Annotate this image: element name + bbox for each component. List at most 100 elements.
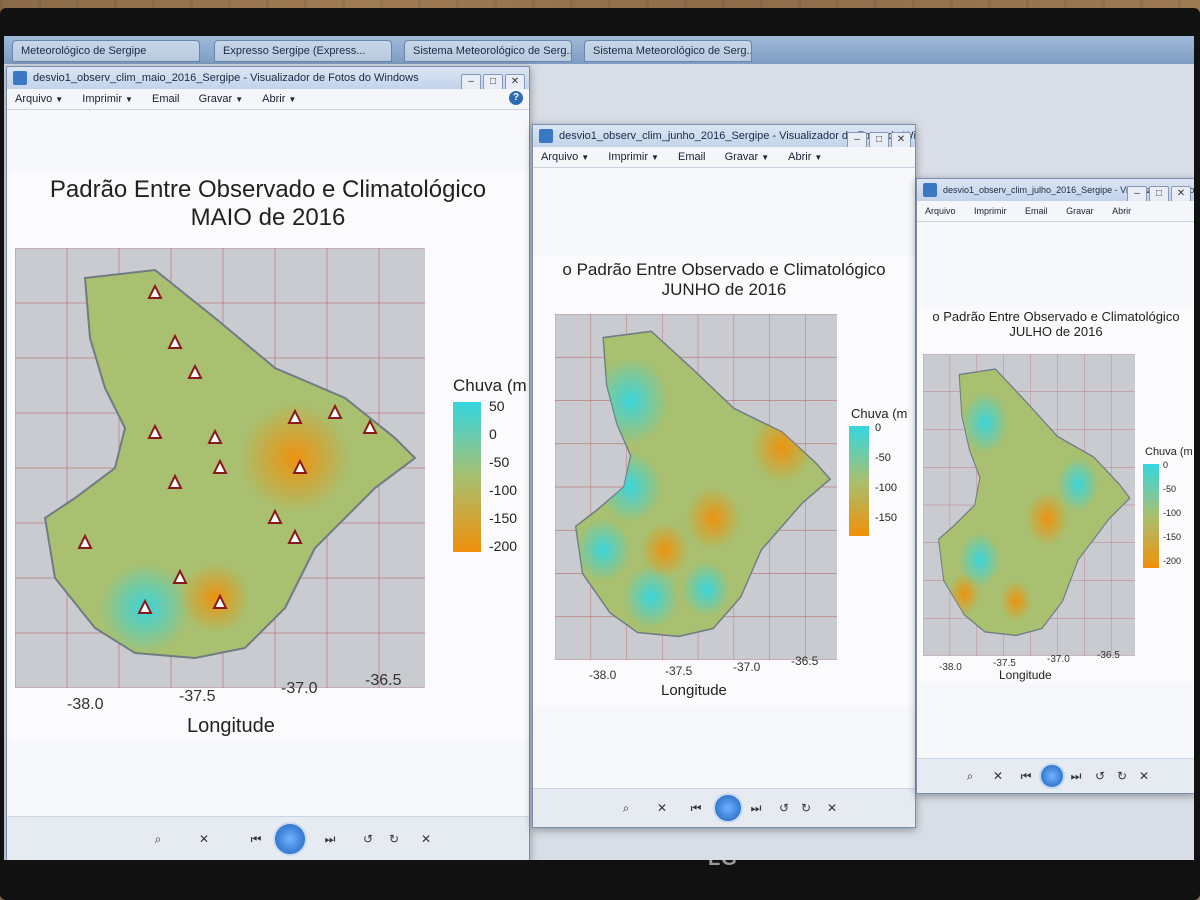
fit-icon[interactable]: ✕ bbox=[656, 801, 668, 815]
x-tick-label: -37.0 bbox=[733, 660, 761, 674]
rainfall-anomaly-map bbox=[15, 248, 425, 688]
browser-tab-label: Meteorológico de Sergipe bbox=[21, 45, 147, 57]
rotate-right-icon[interactable]: ↻ bbox=[388, 832, 400, 846]
wet-anomaly-area bbox=[575, 518, 631, 582]
station-marker-icon bbox=[287, 408, 303, 424]
slideshow-icon[interactable] bbox=[273, 822, 307, 856]
delete-icon[interactable]: ✕ bbox=[420, 832, 432, 846]
menu-gravar[interactable]: Gravar ▼ bbox=[724, 151, 770, 163]
station-marker-icon bbox=[207, 428, 223, 444]
menu-email[interactable]: Email bbox=[677, 151, 706, 163]
window-title: desvio1_observ_clim_maio_2016_Sergipe - … bbox=[33, 72, 419, 84]
delete-icon[interactable]: ✕ bbox=[826, 801, 838, 815]
window-titlebar[interactable]: desvio1_observ_clim_julho_2016_Sergipe -… bbox=[917, 179, 1194, 201]
menu-gravar[interactable]: Gravar ▼ bbox=[198, 93, 244, 105]
close-button[interactable]: ✕ bbox=[1171, 186, 1191, 201]
rainfall-anomaly-map bbox=[923, 354, 1135, 656]
browser-tab[interactable]: Meteorológico de Sergipe bbox=[12, 40, 200, 62]
photo-viewer-window-junho: desvio1_observ_clim_junho_2016_Sergipe -… bbox=[532, 124, 916, 828]
close-button[interactable]: ✕ bbox=[505, 74, 525, 89]
viewer-toolbar: ⌕ ✕ ⏮ ⏭ ↺ ↻ ✕ bbox=[533, 788, 915, 827]
browser-tab-label: Sistema Meteorológico de Serg... bbox=[593, 45, 752, 57]
previous-icon[interactable]: ⏮ bbox=[690, 801, 702, 815]
minimize-button[interactable]: – bbox=[461, 74, 481, 89]
image-viewport: Padrão Entre Observado e Climatológico M… bbox=[7, 110, 529, 817]
menu-arquivo[interactable]: Arquivo ▼ bbox=[541, 151, 590, 163]
menu-email[interactable]: Email bbox=[1025, 206, 1048, 216]
menu-abrir[interactable]: Abrir ▼ bbox=[788, 151, 823, 163]
legend-tick: -150 bbox=[489, 510, 518, 526]
next-icon[interactable]: ⏭ bbox=[1070, 769, 1082, 783]
x-tick-label: -37.0 bbox=[281, 680, 318, 697]
x-tick-label: -37.5 bbox=[993, 658, 1016, 669]
legend-tick: 0 bbox=[1163, 460, 1169, 470]
browser-tab[interactable]: Expresso Sergipe (Express... bbox=[214, 40, 392, 62]
menu-abrir[interactable]: Abrir bbox=[1112, 206, 1132, 216]
station-marker-icon bbox=[212, 458, 228, 474]
station-marker-icon bbox=[77, 533, 93, 549]
close-button[interactable]: ✕ bbox=[891, 132, 911, 147]
minimize-button[interactable]: – bbox=[847, 132, 867, 147]
fit-icon[interactable]: ✕ bbox=[198, 832, 210, 846]
x-tick-label: -38.0 bbox=[67, 696, 104, 713]
next-icon[interactable]: ⏭ bbox=[324, 832, 336, 846]
legend-tick: -150 bbox=[1163, 532, 1182, 542]
browser-tab[interactable]: Sistema Meteorológico de Serg... bbox=[584, 40, 752, 62]
previous-icon[interactable]: ⏮ bbox=[1020, 769, 1032, 783]
legend-tick: -150 bbox=[875, 512, 898, 524]
browser-tab[interactable]: Sistema Meteorológico de Serg... bbox=[404, 40, 572, 62]
window-titlebar[interactable]: desvio1_observ_clim_maio_2016_Sergipe - … bbox=[7, 67, 529, 89]
rotate-left-icon[interactable]: ↺ bbox=[778, 801, 790, 815]
monitor-screen: Meteorológico de Sergipe Expresso Sergip… bbox=[4, 36, 1194, 860]
maximize-button[interactable]: □ bbox=[483, 74, 503, 89]
photo-viewer-window-julho: desvio1_observ_clim_julho_2016_Sergipe -… bbox=[916, 178, 1194, 794]
legend-color-bar bbox=[849, 426, 869, 536]
menu-imprimir[interactable]: Imprimir ▼ bbox=[608, 151, 659, 163]
dry-anomaly-area bbox=[640, 522, 690, 578]
station-marker-icon bbox=[267, 508, 283, 524]
zoom-icon[interactable]: ⌕ bbox=[966, 769, 974, 783]
rotate-right-icon[interactable]: ↻ bbox=[800, 801, 812, 815]
map-plot: o Padrão Entre Observado e Climatológico… bbox=[533, 256, 915, 706]
maximize-button[interactable]: □ bbox=[1149, 186, 1169, 201]
help-icon[interactable]: ? bbox=[509, 91, 523, 105]
station-marker-icon bbox=[287, 528, 303, 544]
slideshow-icon[interactable] bbox=[1039, 763, 1065, 789]
menu-abrir[interactable]: Abrir ▼ bbox=[262, 93, 297, 105]
browser-tab-label: Expresso Sergipe (Express... bbox=[223, 45, 366, 57]
state-outline bbox=[43, 268, 417, 660]
photo-viewer-window-maio: desvio1_observ_clim_maio_2016_Sergipe - … bbox=[6, 66, 530, 860]
zoom-icon[interactable]: ⌕ bbox=[622, 801, 630, 815]
rotate-right-icon[interactable]: ↻ bbox=[1116, 769, 1128, 783]
rotate-left-icon[interactable]: ↺ bbox=[362, 832, 374, 846]
x-tick-label: -38.0 bbox=[589, 668, 617, 682]
menu-arquivo[interactable]: Arquivo ▼ bbox=[15, 93, 64, 105]
next-icon[interactable]: ⏭ bbox=[750, 801, 762, 815]
legend-tick: 0 bbox=[875, 422, 882, 434]
legend-tick: 50 bbox=[489, 398, 505, 414]
map-plot: Padrão Entre Observado e Climatológico M… bbox=[7, 170, 529, 740]
menu-bar: Arquivo ▼ Imprimir ▼ Email Gravar ▼ Abrir ▼ … bbox=[7, 89, 529, 110]
previous-icon[interactable]: ⏮ bbox=[250, 832, 262, 846]
fit-icon[interactable]: ✕ bbox=[992, 769, 1004, 783]
x-tick-label: -36.5 bbox=[365, 672, 402, 689]
menu-gravar[interactable]: Gravar bbox=[1066, 206, 1094, 216]
browser-tab-strip: Meteorológico de Sergipe Expresso Sergip… bbox=[4, 36, 1194, 64]
menu-arquivo[interactable]: Arquivo bbox=[925, 206, 956, 216]
menu-email[interactable]: Email bbox=[151, 93, 180, 105]
legend-color-bar bbox=[453, 402, 481, 552]
zoom-icon[interactable]: ⌕ bbox=[154, 832, 162, 846]
delete-icon[interactable]: ✕ bbox=[1138, 769, 1150, 783]
maximize-button[interactable]: □ bbox=[869, 132, 889, 147]
rotate-left-icon[interactable]: ↺ bbox=[1094, 769, 1106, 783]
slideshow-icon[interactable] bbox=[713, 793, 743, 823]
window-titlebar[interactable]: desvio1_observ_clim_junho_2016_Sergipe -… bbox=[533, 125, 915, 147]
legend-tick: 0 bbox=[489, 426, 497, 442]
menu-bar: Arquivo Imprimir Email Gravar Abrir bbox=[917, 201, 1194, 222]
station-marker-icon bbox=[167, 473, 183, 489]
wet-anomaly-area bbox=[961, 391, 1009, 454]
station-marker-icon bbox=[187, 363, 203, 379]
menu-imprimir[interactable]: Imprimir ▼ bbox=[82, 93, 133, 105]
menu-imprimir[interactable]: Imprimir bbox=[974, 206, 1007, 216]
minimize-button[interactable]: – bbox=[1127, 186, 1147, 201]
